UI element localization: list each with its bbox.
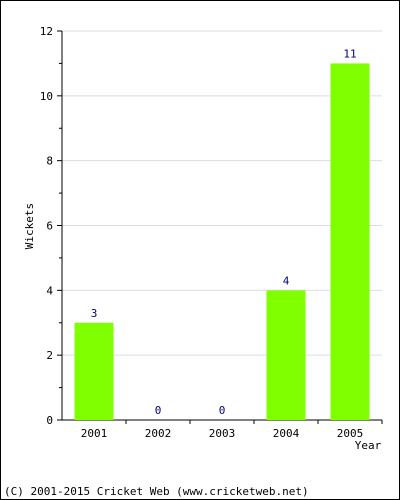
y-tick-label: 2 <box>46 349 53 362</box>
y-tick-label: 8 <box>46 155 53 168</box>
bar <box>330 63 370 421</box>
y-tick-label: 12 <box>40 25 53 38</box>
y-tick-label: 10 <box>40 90 53 103</box>
bar <box>266 290 306 420</box>
bar-value-label: 0 <box>219 404 226 417</box>
y-tick-label: 6 <box>46 220 53 233</box>
y-tick-label: 4 <box>46 284 53 297</box>
x-axis-title: Year <box>355 439 382 452</box>
y-axis-ticks: 0 2 4 6 8 10 12 <box>40 25 62 427</box>
x-tick-label: 2003 <box>209 427 236 440</box>
x-tick-label: 2005 <box>337 427 364 440</box>
footer-credit: (C) 2001-2015 Cricket Web (www.cricketwe… <box>4 485 309 498</box>
grid-lines <box>62 30 382 356</box>
x-axis-ticks: 2001 2002 2003 2004 2005 <box>81 420 383 440</box>
y-tick-label: 0 <box>46 414 53 427</box>
bar-value-label: 0 <box>155 404 162 417</box>
bar-value-label: 4 <box>283 274 290 287</box>
bar-value-label: 3 <box>91 307 98 320</box>
x-tick-label: 2001 <box>81 427 108 440</box>
x-tick-label: 2002 <box>145 427 172 440</box>
x-tick-label: 2004 <box>273 427 300 440</box>
bar <box>74 322 114 420</box>
bar-value-label: 11 <box>343 47 356 60</box>
y-axis-title: Wickets <box>23 203 36 249</box>
bars: 3 0 0 4 11 <box>74 47 370 421</box>
